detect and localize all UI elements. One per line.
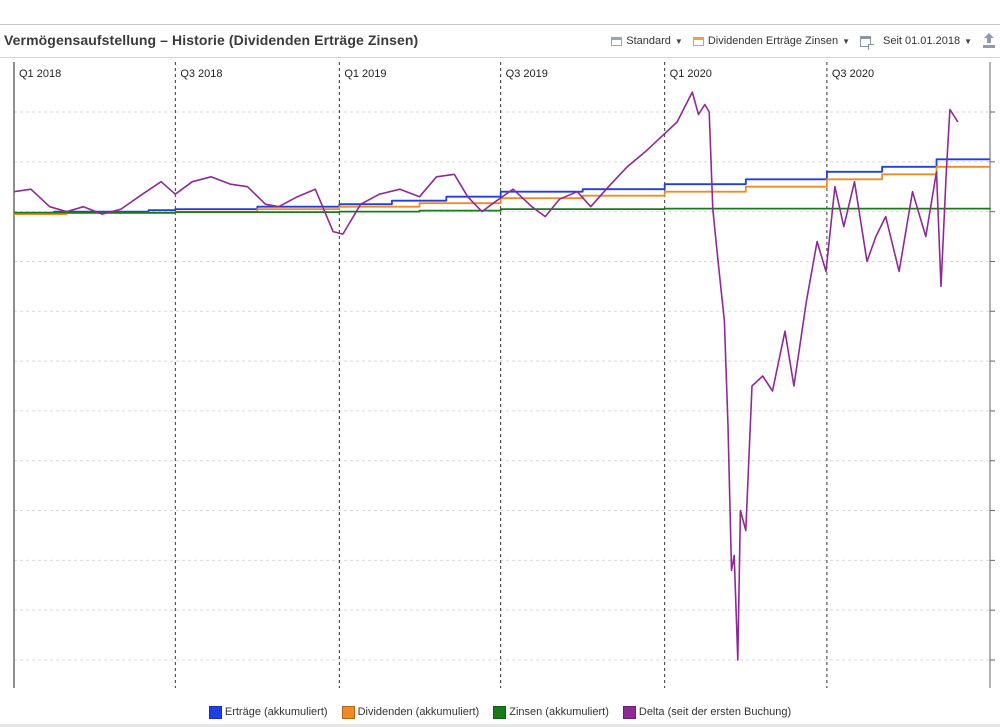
series-line-dividenden — [14, 165, 990, 215]
history-line-chart: Q1 2018 Q3 2018 Q1 2019 Q3 2019 Q1 2020 Q3 20… — [13, 62, 995, 688]
period-label: Q1 2019 — [344, 68, 386, 80]
range-select[interactable]: Seit 01.01.2018 ▼ — [883, 35, 972, 47]
chevron-down-icon: ▼ — [842, 36, 850, 46]
period-label: Q3 2018 — [180, 68, 222, 80]
legend-label: Zinsen (akkumuliert) — [509, 706, 609, 718]
chart-legend: Erträge (akkumuliert) Dividenden (akkumu… — [0, 700, 1000, 724]
legend-label: Delta (seit der ersten Buchung) — [638, 706, 792, 718]
page-title: Vermögensaufstellung – Historie (Dividen… — [4, 32, 419, 48]
series-line-zinsen — [14, 207, 991, 214]
legend-item-dividenden[interactable]: Dividenden (akkumuliert) — [341, 705, 480, 719]
period-label: Q3 2020 — [832, 68, 874, 80]
bottom-scrollbar-track — [0, 724, 1000, 727]
legend-swatch-delta — [622, 705, 636, 719]
period-label: Q3 2019 — [506, 68, 548, 80]
legend-swatch-dividenden — [341, 705, 355, 719]
series-line-ertraege — [14, 158, 990, 215]
legend-item-delta[interactable]: Delta (seit der ersten Buchung) — [622, 705, 792, 719]
window-top-strip — [0, 0, 1000, 25]
add-chart-icon[interactable] — [860, 35, 874, 50]
view-select[interactable]: Standard ▼ — [611, 35, 683, 47]
series-select[interactable]: Dividenden Erträge Zinsen ▼ — [692, 35, 850, 47]
period-label: Q1 2018 — [19, 68, 61, 80]
period-label: Q1 2020 — [670, 68, 712, 80]
view-select-label: Standard — [626, 35, 671, 47]
range-select-label: Seit 01.01.2018 — [883, 35, 961, 47]
export-icon[interactable] — [982, 32, 996, 50]
legend-swatch-ertraege — [208, 705, 222, 719]
legend-label: Dividenden (akkumuliert) — [357, 706, 480, 718]
chart-header: Vermögensaufstellung – Historie (Dividen… — [0, 25, 1000, 58]
chevron-down-icon: ▼ — [674, 36, 683, 46]
series-select-label: Dividenden Erträge Zinsen — [707, 35, 839, 47]
legend-item-ertraege[interactable]: Erträge (akkumuliert) — [208, 705, 328, 719]
layout-icon — [611, 36, 623, 46]
legend-label: Erträge (akkumuliert) — [224, 706, 328, 718]
chart-area: Q1 2018 Q3 2018 Q1 2019 Q3 2019 Q1 2020 Q3 20… — [0, 58, 1000, 698]
legend-item-zinsen[interactable]: Zinsen (akkumuliert) — [493, 705, 609, 719]
series-icon — [692, 36, 704, 46]
legend-swatch-zinsen — [493, 705, 507, 719]
chart-toolbar: Standard ▼ Dividenden Erträge Zinsen ▼ S… — [611, 25, 1000, 57]
series-line-delta — [13, 91, 959, 661]
chevron-down-icon: ▼ — [964, 36, 972, 46]
